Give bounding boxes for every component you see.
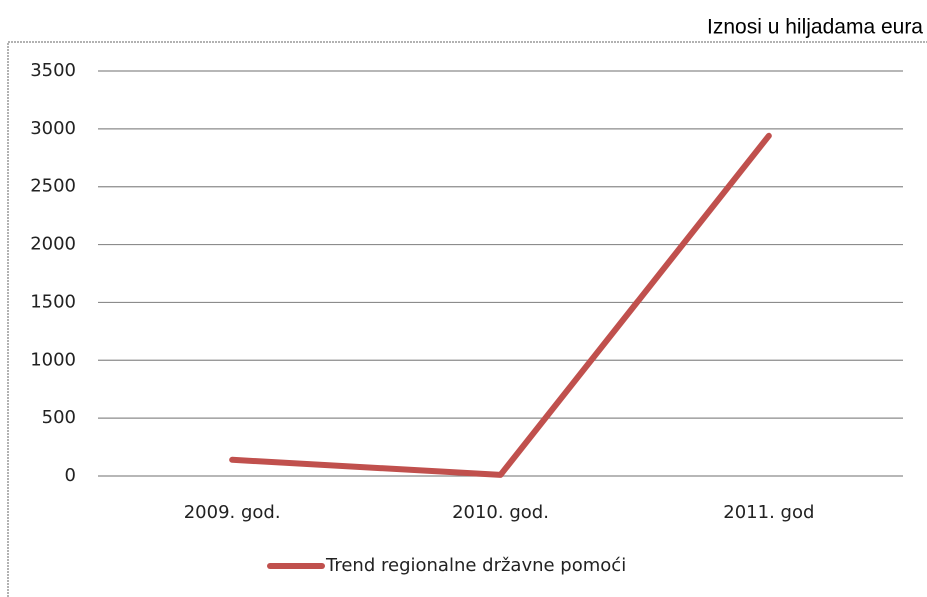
y-tick-label: 2000 xyxy=(30,234,76,255)
x-tick-label: 2010. god. xyxy=(452,502,549,523)
y-tick-label: 3500 xyxy=(30,60,76,81)
x-tick-label: 2011. god xyxy=(723,502,814,523)
y-tick-label: 3000 xyxy=(30,118,76,139)
chart-border xyxy=(7,41,927,597)
y-tick-label: 1500 xyxy=(30,291,76,312)
series-line xyxy=(229,132,772,478)
x-tick-label: 2009. god. xyxy=(184,502,281,523)
y-tick-label: 500 xyxy=(42,407,76,428)
legend-label: Trend regionalne državne pomoći xyxy=(325,555,626,576)
y-tick-label: 0 xyxy=(65,465,76,486)
y-tick-label: 2500 xyxy=(30,176,76,197)
y-tick-label: 1000 xyxy=(30,349,76,370)
annotation: Iznosi u hiljadama eura xyxy=(707,16,923,39)
